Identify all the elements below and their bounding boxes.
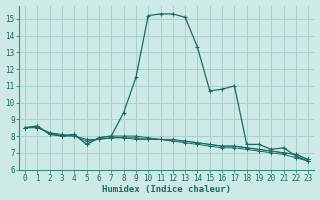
X-axis label: Humidex (Indice chaleur): Humidex (Indice chaleur) <box>102 185 231 194</box>
